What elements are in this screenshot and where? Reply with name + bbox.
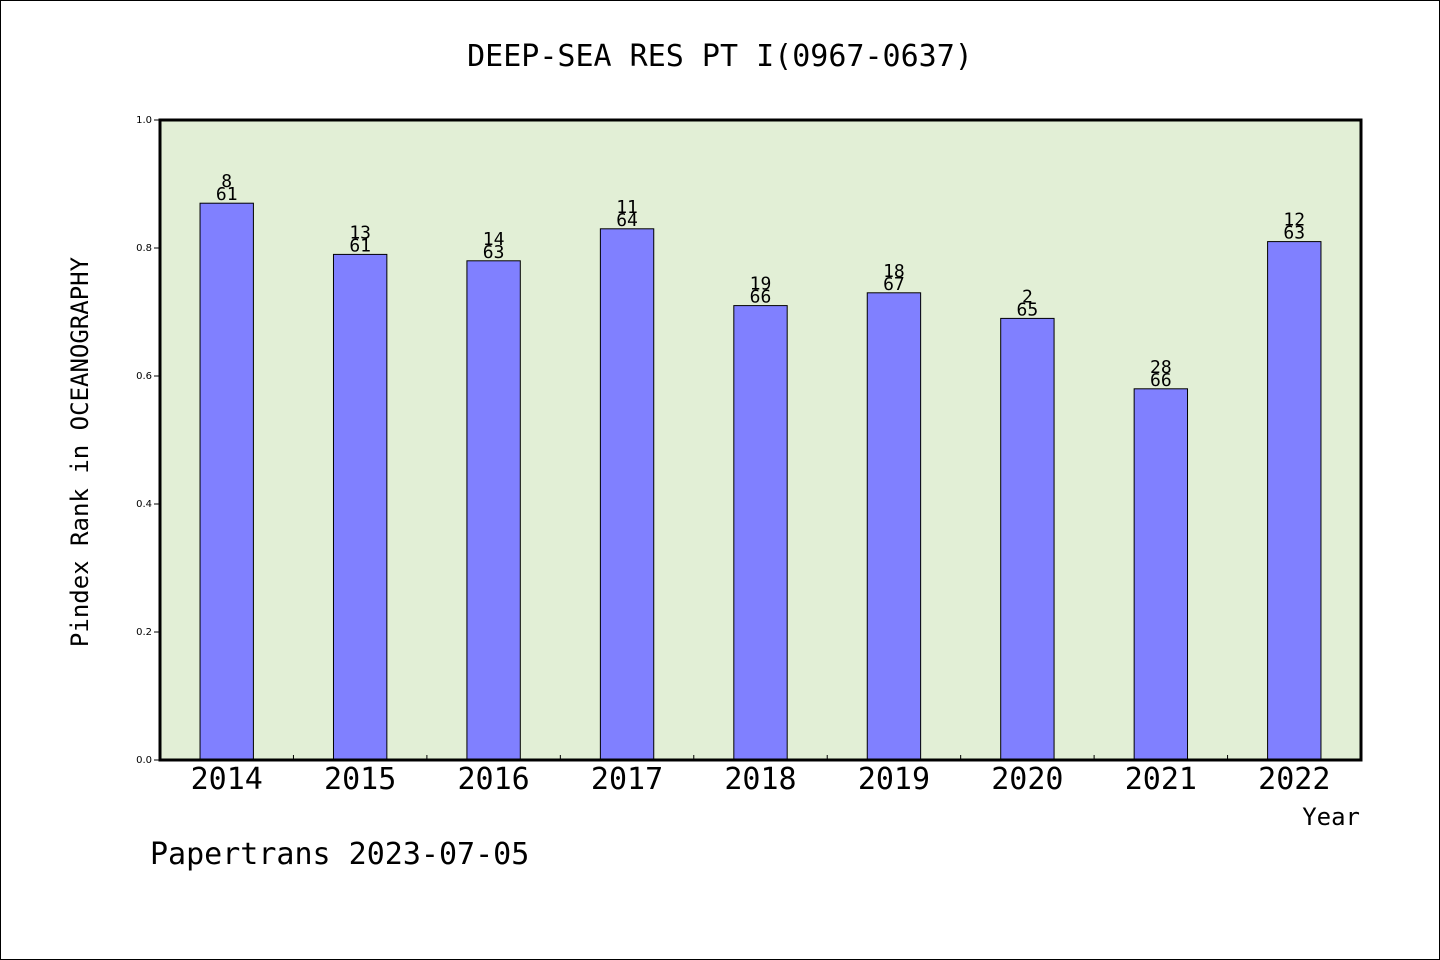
bar-rank-label: 19 xyxy=(750,274,772,295)
bar-2022 xyxy=(1267,241,1322,761)
bar-2014 xyxy=(199,202,254,761)
x-tick-label: 2019 xyxy=(858,762,930,797)
x-axis: 2014 2015 2016 2017 2018 2019 2020 2021 2022 xyxy=(191,755,1330,797)
bar-2018 xyxy=(733,305,788,761)
bar-total-label: 63 xyxy=(483,242,505,263)
bar-total-label: 61 xyxy=(349,235,371,256)
bar-2015 xyxy=(332,253,388,761)
x-tick-label: 2018 xyxy=(724,762,796,797)
x-tick-label: 2016 xyxy=(457,762,529,797)
x-axis-label: Year xyxy=(1302,803,1360,831)
y-axis: 0.0 0.2 0.4 0.6 0.8 1.0 xyxy=(136,115,160,766)
bar-total-label: 66 xyxy=(1150,370,1172,391)
bar-rank-label: 2 xyxy=(1022,286,1033,307)
x-tick-label: 2015 xyxy=(324,762,396,797)
bar-2019 xyxy=(866,292,922,761)
bar-rank-label: 18 xyxy=(883,261,905,282)
bar-rank-label: 14 xyxy=(483,229,505,250)
y-tick-label: 0.4 xyxy=(136,499,152,510)
bar-total-label: 66 xyxy=(750,287,772,308)
bar-total-label: 61 xyxy=(216,184,238,205)
y-axis-label: Pindex Rank in OCEANOGRAPHY xyxy=(66,256,94,647)
y-tick-label: 0.0 xyxy=(136,755,152,766)
bar-rank-label: 12 xyxy=(1283,210,1305,231)
bar-2017 xyxy=(599,228,655,761)
y-tick-label: 0.8 xyxy=(136,243,152,254)
y-tick-label: 1.0 xyxy=(136,115,152,126)
y-tick-label: 0.6 xyxy=(136,371,152,382)
chart-title: DEEP-SEA RES PT I(0967-0637) xyxy=(467,39,973,74)
bar-2016 xyxy=(466,260,521,761)
bar-rank-label: 11 xyxy=(616,197,638,218)
x-tick-label: 2017 xyxy=(591,762,663,797)
x-tick-label: 2014 xyxy=(191,762,263,797)
x-tick-label: 2022 xyxy=(1258,762,1330,797)
bar-total-label: 63 xyxy=(1283,223,1305,244)
bar-total-label: 64 xyxy=(616,210,638,231)
footer-date: Papertrans 2023-07-05 xyxy=(150,837,529,872)
bar-rank-label: 13 xyxy=(349,222,371,243)
bar-rank-label: 28 xyxy=(1150,357,1172,378)
x-tick-label: 2021 xyxy=(1125,762,1197,797)
bar-rank-label: 8 xyxy=(221,171,232,192)
y-tick-label: 0.2 xyxy=(136,627,152,638)
bar-2021 xyxy=(1133,388,1189,761)
plot-border xyxy=(158,118,1363,762)
bar-total-label: 67 xyxy=(883,274,905,295)
x-tick-label: 2020 xyxy=(991,762,1063,797)
bar-total-label: 65 xyxy=(1017,299,1039,320)
bar-2020 xyxy=(1000,317,1055,761)
